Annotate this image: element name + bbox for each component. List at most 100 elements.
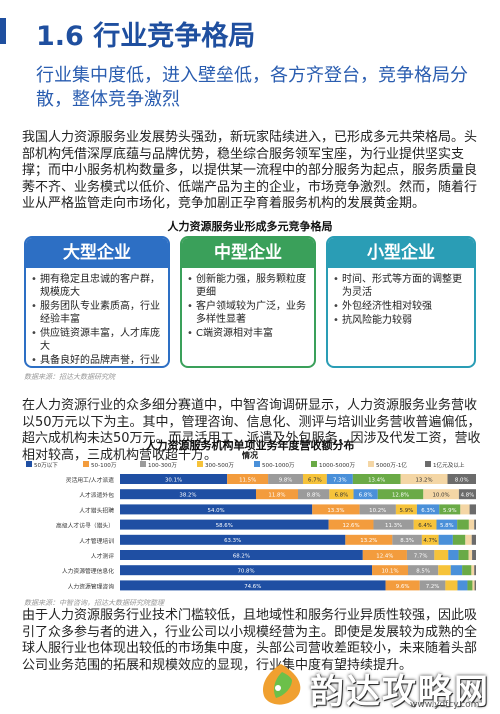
legend-swatch xyxy=(311,461,317,467)
bar-segment xyxy=(472,550,476,560)
data-label: 4.8% xyxy=(461,493,475,499)
bar-segment xyxy=(469,504,476,515)
legend-label: 500-1000万 xyxy=(262,462,295,469)
data-label: 12.4% xyxy=(376,553,393,559)
page-title: 1.6 行业竞争格局 xyxy=(36,21,256,52)
data-label: 74.6% xyxy=(244,584,261,590)
bar-segment xyxy=(467,580,473,591)
card-small-enterprise: 小型企业 时间、形式等方面的调整更为灵活 外包经济性相对较强 抗风险能力较弱 xyxy=(326,236,476,368)
bar-segment xyxy=(120,534,346,545)
category-label: 人力资源管理咨询 xyxy=(68,582,115,590)
logo-leaf-icon xyxy=(262,664,301,705)
bar-segment xyxy=(450,565,463,576)
bar-segment xyxy=(458,489,476,500)
bar-segment xyxy=(438,534,453,545)
bar-segment xyxy=(434,550,449,560)
bar-segment xyxy=(452,534,466,545)
category-label: 人才派遣外包 xyxy=(79,491,114,499)
data-label: 13.2% xyxy=(360,538,377,544)
category-label: 灵活用工/人才派遣 xyxy=(66,476,115,484)
bar-segment xyxy=(395,504,417,515)
legend-swatch xyxy=(26,461,32,467)
bar-segment xyxy=(255,489,298,500)
card-mid-enterprise: 中型企业 创新能力强，服务颗粒度更细 客户领域较为广泛，业务多样性显著 C端资源… xyxy=(180,236,316,368)
diagram-title: 人力资源服务业形成多元竞争格局 xyxy=(167,220,333,233)
diagram-source-note: 数据来源：招达大数据研究院 xyxy=(24,373,115,381)
data-label: 11.8% xyxy=(268,493,285,499)
bar-segment xyxy=(120,504,313,515)
bar-segment xyxy=(329,489,354,500)
data-label: 30.1% xyxy=(165,477,182,483)
data-label: 9.8% xyxy=(279,477,293,483)
watermark-text: 韵达攻略网 xyxy=(310,672,490,712)
legend-label: 1000-5000万 xyxy=(319,462,355,469)
list-item: C端资源相对丰富 xyxy=(187,327,310,340)
data-label: 7.2% xyxy=(426,584,440,590)
bar-segment xyxy=(462,565,472,576)
card-small-list: 时间、形式等方面的调整更为灵活 外包经济性相对较强 抗风险能力较弱 xyxy=(328,268,474,327)
bar-segment xyxy=(439,504,461,515)
bar-segment xyxy=(419,580,446,591)
category-label: 人才管理培训 xyxy=(79,537,114,545)
revenue-distribution-chart: 50万以下 50-100万 100-300万 300-500万 500-1000万 100… xyxy=(26,461,476,591)
data-label: 13.3% xyxy=(327,508,344,514)
bar-segment xyxy=(268,474,303,484)
bar-segment xyxy=(120,550,363,560)
data-label: 4.7% xyxy=(423,538,437,544)
bar-segment xyxy=(372,565,409,576)
data-label: 13.4% xyxy=(368,477,385,483)
data-label: 5.9% xyxy=(443,508,457,514)
list-item: 时间、形式等方面的调整更为灵活 xyxy=(333,273,470,299)
bar-segment xyxy=(362,550,407,560)
category-label: 人才测评 xyxy=(91,552,114,560)
bar-segment xyxy=(326,474,353,484)
bar-segment xyxy=(302,474,327,484)
list-item: 抗风险能力较弱 xyxy=(333,314,470,327)
bar-segment xyxy=(457,580,468,591)
category-label: 高级人才访寻（猎头） xyxy=(56,522,114,530)
title-accent-bar xyxy=(0,18,6,44)
chart-title: 人力资源服务机构单项业务年度营收额分布 xyxy=(145,439,355,452)
data-label: 11.3% xyxy=(385,523,402,529)
legend-swatch xyxy=(140,461,146,467)
legend-label: 50-100万 xyxy=(91,462,117,469)
bar-segment xyxy=(445,580,458,591)
data-label: 8.8% xyxy=(307,493,321,499)
legend-label: 100-300万 xyxy=(148,462,177,469)
legend-swatch xyxy=(368,461,374,467)
chart-source-note: 数据来源：中智咨询，招达大数据研究院整理 xyxy=(24,599,164,607)
list-item: 拥有稳定且忠诚的客户群，规模庞大 xyxy=(31,273,164,299)
data-label: 5.9% xyxy=(400,508,414,514)
data-label: 63.3% xyxy=(224,538,241,544)
chart-subtitle: 情况 xyxy=(242,451,258,460)
data-label: 10.1% xyxy=(381,569,398,575)
section-subtitle: 行业集中度低，进入壁垒低，各方齐登台，竞争格局分散，整体竞争激烈 xyxy=(36,65,468,110)
paragraph-intro: 我国人力资源服务业发展势头强劲，新玩家陆续进入，已形成多元共荣格局。头部机构凭借… xyxy=(22,130,478,212)
bar-segment xyxy=(438,565,451,576)
bar-segment xyxy=(373,519,414,530)
data-label: 12.6% xyxy=(342,523,359,529)
data-label: 8.3% xyxy=(400,538,414,544)
data-label: 6.3% xyxy=(421,508,435,514)
bar-segment xyxy=(436,519,458,530)
bar-segment xyxy=(465,534,472,545)
legend-label: 300-500万 xyxy=(205,462,234,469)
bar-segment xyxy=(474,565,476,576)
legend-swatch xyxy=(197,461,203,467)
list-item: 创新能力强，服务颗粒度更细 xyxy=(187,273,310,299)
data-label: 70.8% xyxy=(237,569,254,575)
list-item: 外包经济性相对较强 xyxy=(333,300,470,313)
list-item: 供应链资源丰富，人才库庞大 xyxy=(31,327,164,353)
data-label: 6.7% xyxy=(308,477,322,483)
bar-segment xyxy=(474,519,476,530)
bar-segment xyxy=(416,504,440,515)
legend-label: 50万以下 xyxy=(34,462,58,469)
bar-segment xyxy=(457,519,469,530)
data-label: 5.8% xyxy=(440,523,454,529)
bar-segment xyxy=(458,550,469,560)
bar-segment xyxy=(423,489,459,500)
data-label: 6.8% xyxy=(335,493,349,499)
bar-segment xyxy=(413,519,437,530)
data-label: 10.2% xyxy=(369,508,386,514)
bar-segment xyxy=(120,519,329,530)
